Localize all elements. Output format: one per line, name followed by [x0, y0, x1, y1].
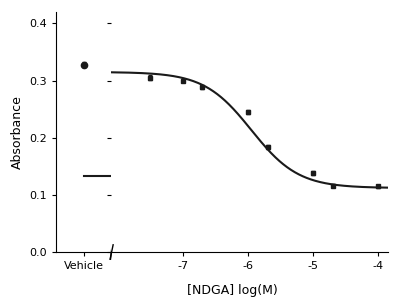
Text: [NDGA] log(M): [NDGA] log(M)	[187, 284, 277, 297]
Y-axis label: Absorbance: Absorbance	[11, 95, 24, 169]
